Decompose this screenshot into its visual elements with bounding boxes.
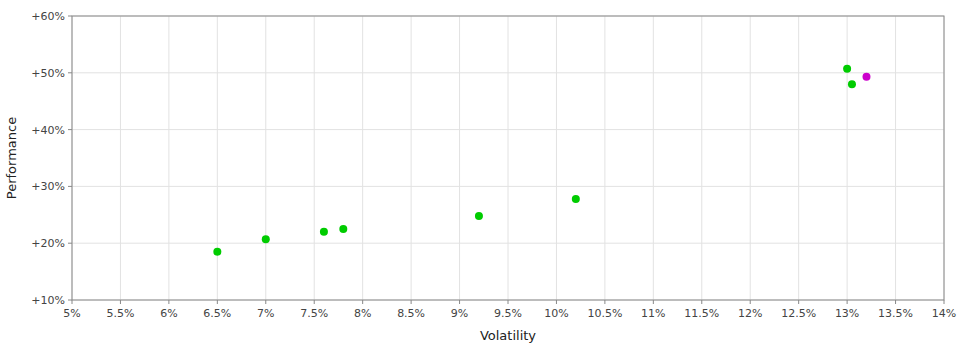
tick-label-x: 11.5% [684,307,719,320]
tick-mark-y [68,16,72,17]
tick-mark-x [265,300,266,304]
scatter-point [843,65,851,73]
tick-mark-y [68,300,72,301]
tick-label-x: 6% [160,307,177,320]
tick-label-x: 12% [738,307,762,320]
tick-label-y: +30% [31,180,65,193]
tick-label-y: +10% [31,294,65,307]
tick-mark-x [653,300,654,304]
tick-label-x: 5.5% [106,307,134,320]
scatter-point [339,225,347,233]
plot-frame [72,16,944,300]
grid-line-x [120,16,121,300]
tick-mark-y [68,186,72,187]
grid-line-x [168,16,169,300]
scatter-point [213,248,221,256]
tick-mark-x [411,300,412,304]
grid-line-x [798,16,799,300]
tick-label-x: 13% [835,307,859,320]
tick-label-x: 13.5% [878,307,913,320]
tick-label-x: 9% [451,307,468,320]
tick-mark-x [750,300,751,304]
tick-mark-x [362,300,363,304]
grid-line-y [72,186,944,187]
tick-label-x: 7.5% [300,307,328,320]
grid-line-x [265,16,266,300]
tick-labels: 5% 5.5% 6% 6.5% 7% 7.5% 8% 8.5% 9% 9.5% 10% 10.5% 11… [31,10,956,320]
tick-mark-x [701,300,702,304]
grid-line-x [556,16,557,300]
tick-mark-x [556,300,557,304]
tick-mark-y [68,129,72,130]
tick-label-x: 7% [257,307,274,320]
grid-line-x [217,16,218,300]
tick-mark-x [314,300,315,304]
grid-line-x [604,16,605,300]
scatter-point [862,73,870,81]
grid-line-x [895,16,896,300]
tick-mark-x [120,300,121,304]
grid-line-y [72,243,944,244]
tick-label-x: 12.5% [781,307,816,320]
tick-label-y: +40% [31,124,65,137]
tick-label-x: 10% [544,307,568,320]
points [213,65,870,256]
grid-line-x [653,16,654,300]
grid-line-y [72,129,944,130]
tick-mark-x [895,300,896,304]
grid-line-x [459,16,460,300]
grid-line-y [72,72,944,73]
grid-line-x [508,16,509,300]
tick-mark-x [798,300,799,304]
tick-label-y: +60% [31,10,65,23]
y-axis-label: Performance [4,117,19,199]
tick-label-x: 5% [63,307,80,320]
scatter-point [262,235,270,243]
tick-label-x: 8% [354,307,371,320]
grid-line-x [847,16,848,300]
tick-mark-y [68,243,72,244]
tick-label-y: +50% [31,67,65,80]
tick-mark-x [217,300,218,304]
scatter-point [572,195,580,203]
tick-mark-x [944,300,945,304]
scatter-point [320,228,328,236]
grid-line-x [701,16,702,300]
scatter-point [848,80,856,88]
tick-mark-x [72,300,73,304]
chart: 5% 5.5% 6% 6.5% 7% 7.5% 8% 8.5% 9% 9.5% 10% 10.5% 11… [0,0,966,350]
grid [72,16,944,300]
grid-line-x [750,16,751,300]
tick-mark-y [68,72,72,73]
grid-line-x [411,16,412,300]
tick-label-x: 10.5% [587,307,622,320]
tick-mark-x [459,300,460,304]
tick-label-y: +20% [31,237,65,250]
grid-line-x [362,16,363,300]
x-axis-label: Volatility [480,328,536,343]
tick-label-x: 8.5% [397,307,425,320]
tick-mark-x [847,300,848,304]
tick-label-x: 11% [641,307,665,320]
tick-mark-x [168,300,169,304]
scatter-point [475,212,483,220]
grid-line-x [314,16,315,300]
tick-label-x: 14% [932,307,956,320]
plot-area [72,16,944,300]
tick-label-x: 9.5% [494,307,522,320]
tick-label-x: 6.5% [203,307,231,320]
tick-mark-x [604,300,605,304]
tick-mark-x [508,300,509,304]
